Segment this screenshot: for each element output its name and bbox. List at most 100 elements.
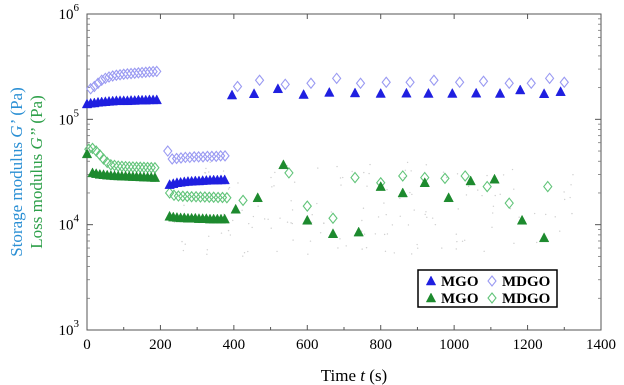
noise-dot	[383, 202, 385, 204]
legend: MGO MDGO MGO MDGO	[417, 269, 558, 308]
noise-dot	[502, 174, 505, 176]
noise-dot	[509, 207, 512, 210]
data-point	[405, 76, 415, 89]
data-point	[298, 88, 309, 99]
noise-dot	[442, 171, 445, 173]
data-point	[504, 197, 514, 210]
noise-dot	[316, 202, 318, 205]
noise-dot	[409, 191, 411, 194]
data-point	[220, 149, 230, 162]
data-point	[193, 151, 204, 163]
noise-dot	[339, 177, 342, 179]
data-point	[538, 88, 550, 98]
data-point	[559, 76, 569, 89]
data-point	[130, 67, 140, 80]
noise-dot	[374, 233, 377, 235]
data-point	[144, 66, 155, 78]
data-point	[327, 228, 339, 238]
noise-dot	[291, 209, 294, 211]
noise-dot	[399, 215, 401, 218]
data-point	[454, 76, 465, 89]
noise-dot	[513, 188, 515, 190]
data-point	[207, 150, 217, 163]
data-point	[215, 149, 226, 162]
series-layer	[81, 65, 569, 243]
data-point	[397, 187, 408, 198]
data-point	[107, 70, 118, 82]
data-point	[515, 84, 526, 95]
legend-marker	[487, 292, 497, 304]
noise-dot	[209, 161, 211, 164]
noise-dot	[208, 171, 210, 173]
noise-dot	[377, 216, 380, 218]
data-point	[151, 94, 162, 105]
noise-dot	[569, 196, 571, 199]
noise-dot	[173, 221, 176, 223]
noise-dot	[336, 165, 338, 168]
noise-dot	[242, 255, 244, 257]
noise-dot	[416, 247, 419, 249]
legend-box	[417, 269, 558, 308]
noise-dot	[365, 247, 368, 249]
data-point	[81, 148, 93, 159]
noise-dot	[386, 188, 388, 191]
noise-dot	[204, 172, 206, 174]
data-point	[381, 76, 391, 89]
noise-dot	[182, 249, 185, 252]
noise-dot	[404, 169, 407, 172]
data-point	[278, 159, 289, 170]
noise-dot	[290, 200, 292, 202]
data-point	[141, 66, 151, 79]
noise-dot	[363, 171, 365, 174]
noise-dot	[511, 168, 514, 171]
data-point	[104, 71, 114, 83]
noise-dot	[339, 238, 341, 240]
series-0-points	[81, 83, 566, 189]
data-point	[460, 170, 470, 182]
data-point	[85, 82, 96, 95]
noise-dot	[248, 222, 250, 225]
noise-dot	[340, 184, 342, 186]
noise-dot	[369, 163, 371, 166]
noise-dot	[410, 253, 413, 255]
data-point	[440, 172, 450, 185]
noise-dot	[229, 234, 232, 236]
x-axis-label: Time t (s)	[321, 366, 387, 385]
noise-dot	[431, 217, 434, 219]
legend-label: MDGO	[502, 291, 550, 307]
data-point	[516, 214, 528, 225]
noise-dot	[290, 222, 292, 224]
noise-dot	[467, 185, 470, 188]
noise-dot	[399, 197, 401, 200]
noise-dot	[228, 186, 231, 189]
noise-dot	[270, 227, 272, 229]
noise-dot	[416, 243, 418, 246]
noise-dot	[456, 240, 458, 243]
noise-dot	[237, 182, 239, 184]
legend-label: MGO	[441, 291, 479, 307]
data-point	[219, 174, 230, 185]
data-point	[185, 151, 195, 164]
data-point	[149, 172, 161, 182]
data-point	[163, 145, 173, 157]
data-point	[302, 214, 313, 225]
data-point	[526, 77, 536, 90]
noise-dot	[309, 240, 312, 242]
noise-dot	[434, 223, 437, 226]
noise-dot	[457, 208, 459, 210]
data-point	[200, 191, 210, 203]
noise-dot	[403, 176, 405, 179]
data-point	[106, 158, 116, 171]
data-point	[494, 87, 506, 98]
x-tick-label: 1200	[513, 337, 543, 353]
noise-dot	[257, 205, 259, 207]
noise-dot	[232, 219, 234, 222]
noise-dot	[319, 232, 322, 234]
data-point	[126, 67, 136, 80]
data-point	[429, 74, 439, 87]
data-point	[248, 88, 260, 98]
noise-dot	[455, 248, 457, 250]
noise-dot	[247, 250, 249, 253]
noise-dot	[563, 191, 565, 193]
noise-dot	[536, 241, 538, 244]
